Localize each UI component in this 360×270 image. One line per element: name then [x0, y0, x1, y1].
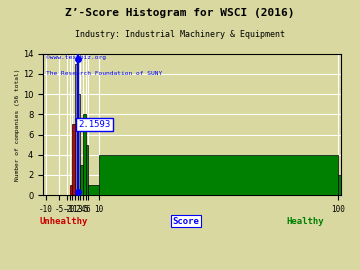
Bar	[80, 165, 83, 195]
Text: Score: Score	[172, 217, 199, 225]
Text: Z’-Score Histogram for WSCI (2016): Z’-Score Histogram for WSCI (2016)	[65, 8, 295, 18]
Text: 2.1593: 2.1593	[78, 120, 111, 129]
Bar	[72, 124, 75, 195]
Bar	[86, 145, 88, 195]
Bar	[77, 94, 80, 195]
Y-axis label: Number of companies (56 total): Number of companies (56 total)	[15, 68, 20, 181]
Bar	[75, 64, 77, 195]
Text: The Research Foundation of SUNY: The Research Foundation of SUNY	[46, 70, 162, 76]
Text: ©www.textbiz.org: ©www.textbiz.org	[46, 55, 106, 60]
Bar	[88, 185, 99, 195]
Bar	[99, 155, 338, 195]
Bar	[83, 114, 86, 195]
Bar	[69, 185, 72, 195]
Text: Unhealthy: Unhealthy	[40, 217, 88, 225]
Text: Healthy: Healthy	[286, 217, 324, 225]
Bar	[338, 175, 341, 195]
Text: Industry: Industrial Machinery & Equipment: Industry: Industrial Machinery & Equipme…	[75, 30, 285, 39]
